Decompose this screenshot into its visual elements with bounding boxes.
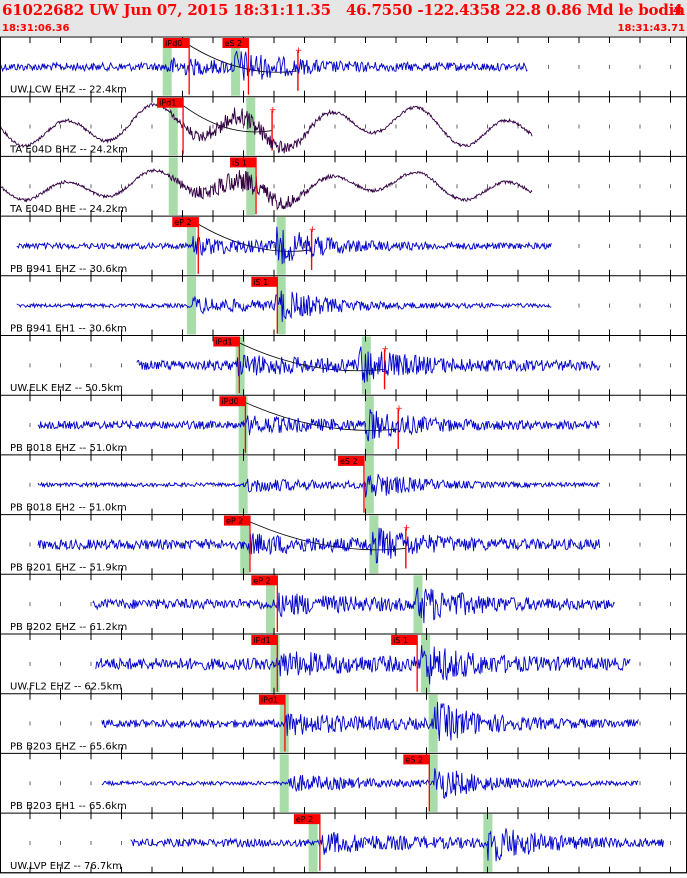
travel-curve [244,519,406,551]
pick-flag [251,276,278,287]
p-window [168,97,178,156]
pick-flag [172,217,199,228]
pick-label: eP 2 [174,218,191,227]
pick-flag [230,157,257,168]
s-window [421,635,431,693]
pick-flag [219,396,246,407]
pick-label: iPd0 [165,39,182,48]
waveform-trace [37,527,601,564]
p-window [238,396,248,454]
waveform-trace [16,226,552,265]
waveform-trace [37,409,600,442]
pick-label: eS 2 [405,755,423,764]
seismogram-chart: + iPd0 eS 2 UW.LCW EHZ -- 22.4km + iPd1 TA E04… [0,36,687,874]
waveform-trace [0,103,533,154]
pick-label: iPd1 [159,99,176,108]
station-label: PB B202 EHZ -- 61.2km [10,622,127,633]
pick-label: eS 2 [340,457,358,466]
pick-label: iPd1 [215,338,232,347]
page-number: 4 [672,1,683,19]
s-window [231,38,241,96]
waveform-trace [37,473,600,498]
pick-label: iPd1 [261,696,278,705]
station-label: TA E04D BHZ -- 24.2km [9,144,128,155]
station-label: UW.FL2 EHZ -- 62.5km [10,682,122,693]
p-window [266,575,276,633]
pick-label: iPd0 [221,397,238,406]
extra-pick-mark: + [403,523,411,533]
extra-pick-mark: + [309,225,317,235]
pick-flag [391,635,418,645]
pick-label: iS 1 [232,158,247,167]
waveform-trace [101,701,639,742]
end-time: 18:31:43.71 [617,23,685,34]
station-label: TA E04D BHE -- 24.2km [9,204,127,215]
waveform-trace [136,346,601,383]
s-window [483,814,493,872]
s-window [276,276,286,335]
pick-flag [157,97,184,108]
station-label: PB B941 EH1 -- 30.6km [10,324,127,335]
pick-flag [222,38,249,48]
pick-flag [213,336,240,347]
waveform-trace [92,587,615,624]
pick-label: eP 2 [253,576,270,585]
pick-label: iS 1 [253,278,268,287]
waveform-trace [130,828,664,862]
extra-pick-mark: + [295,46,303,56]
start-time: 18:31:06.36 [2,23,70,34]
station-label: UW.LVP EHZ -- 76.7km [10,861,122,872]
pick-label: iPd1 [253,636,270,645]
station-label: PB B201 EHZ -- 51.9km [10,562,127,573]
waveform-trace [101,768,639,799]
event-title: 61022682 UW Jun 07, 2015 18:31:11.35 46.… [2,1,687,19]
waveform-trace [0,167,533,211]
pick-label: eS 2 [224,39,242,48]
station-label: PB B018 EHZ -- 51.0km [10,443,127,454]
station-label: PB B203 EH1 -- 65.6km [10,801,127,812]
p-window [162,38,172,96]
station-label: PB B203 EHZ -- 65.6km [10,741,127,752]
s-window [364,455,374,514]
pick-flag [223,515,250,526]
waveform-trace [95,645,631,685]
extra-pick-mark: + [269,106,277,116]
pick-label: eP 2 [296,815,313,824]
extra-pick-mark: + [382,344,390,354]
waveform-trace [16,290,552,322]
station-label: UW.ELK EHZ -- 50.5km [10,383,123,394]
pick-flag [251,635,278,645]
pick-label: iS 1 [393,636,408,645]
pick-flag [258,694,285,705]
extra-pick-mark: + [395,404,403,414]
pick-flag [337,455,364,466]
station-label: UW.LCW EHZ -- 22.4km [10,85,127,96]
header-bar: 61022682 UW Jun 07, 2015 18:31:11.35 46.… [0,0,687,36]
p-window [270,635,280,693]
pick-label: eP 2 [226,517,243,526]
waveform-trace [0,50,528,81]
station-label: PB B018 EH2 -- 51.0km [10,503,127,514]
pick-flag [163,38,190,48]
pick-flag [251,575,278,586]
pick-flag [293,814,320,825]
p-window [240,515,250,574]
station-label: PB B941 EHZ -- 30.6km [10,264,127,275]
p-window [168,157,178,216]
pick-flag [403,754,430,765]
